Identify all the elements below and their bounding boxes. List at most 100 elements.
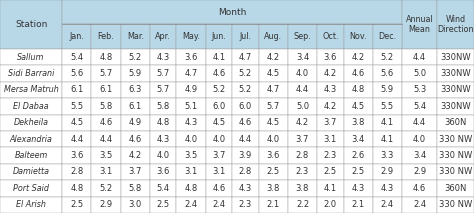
- Bar: [344, 180, 373, 197]
- Bar: [288, 24, 317, 49]
- Bar: [91, 24, 121, 49]
- Bar: [206, 24, 232, 49]
- Bar: [121, 24, 150, 49]
- Bar: [402, 98, 437, 115]
- Bar: [176, 180, 206, 197]
- Text: 4.6: 4.6: [239, 118, 252, 127]
- Text: 3.6: 3.6: [324, 53, 337, 62]
- Text: 2.5: 2.5: [156, 200, 170, 209]
- Text: 3.1: 3.1: [324, 135, 337, 144]
- Text: 5.2: 5.2: [100, 184, 113, 193]
- Bar: [373, 24, 402, 49]
- Bar: [344, 164, 373, 180]
- Bar: [317, 49, 344, 65]
- Text: 4.4: 4.4: [239, 135, 252, 144]
- Text: 4.0: 4.0: [212, 135, 226, 144]
- Bar: [0, 49, 62, 65]
- Text: 5.8: 5.8: [100, 102, 113, 111]
- Text: 4.2: 4.2: [296, 118, 309, 127]
- Bar: [437, 164, 474, 180]
- Text: El Arish: El Arish: [16, 200, 46, 209]
- Text: 2.4: 2.4: [381, 200, 394, 209]
- Bar: [232, 24, 259, 49]
- Text: 3.1: 3.1: [100, 167, 113, 177]
- Bar: [259, 98, 288, 115]
- Bar: [176, 115, 206, 131]
- Text: 4.1: 4.1: [381, 135, 394, 144]
- Bar: [317, 164, 344, 180]
- Bar: [402, 65, 437, 82]
- Bar: [344, 131, 373, 147]
- Text: 4.3: 4.3: [239, 184, 252, 193]
- Text: 6.0: 6.0: [239, 102, 252, 111]
- Text: Port Said: Port Said: [13, 184, 49, 193]
- Text: 5.0: 5.0: [296, 102, 309, 111]
- Text: 2.0: 2.0: [324, 200, 337, 209]
- Bar: [206, 147, 232, 164]
- Bar: [121, 197, 150, 213]
- Text: 5.4: 5.4: [156, 184, 170, 193]
- Bar: [437, 147, 474, 164]
- Text: 2.5: 2.5: [267, 167, 280, 177]
- Bar: [176, 82, 206, 98]
- Text: Sidi Barrani: Sidi Barrani: [8, 69, 55, 78]
- Text: 4.3: 4.3: [184, 118, 198, 127]
- Bar: [176, 147, 206, 164]
- Bar: [437, 65, 474, 82]
- Bar: [62, 115, 91, 131]
- Bar: [437, 98, 474, 115]
- Bar: [288, 115, 317, 131]
- Text: 2.1: 2.1: [267, 200, 280, 209]
- Bar: [402, 164, 437, 180]
- Bar: [344, 49, 373, 65]
- Bar: [344, 65, 373, 82]
- Text: Sallum: Sallum: [18, 53, 45, 62]
- Text: Alexandria: Alexandria: [9, 135, 53, 144]
- Bar: [259, 180, 288, 197]
- Bar: [402, 131, 437, 147]
- Text: 4.5: 4.5: [267, 118, 280, 127]
- Bar: [402, 197, 437, 213]
- Text: Mersa Matruh: Mersa Matruh: [4, 85, 59, 95]
- Bar: [121, 98, 150, 115]
- Bar: [344, 24, 373, 49]
- Bar: [344, 82, 373, 98]
- Text: 3.8: 3.8: [266, 184, 280, 193]
- Bar: [373, 131, 402, 147]
- Text: Jul.: Jul.: [239, 32, 251, 41]
- Text: May.: May.: [182, 32, 200, 41]
- Text: 2.4: 2.4: [413, 200, 426, 209]
- Text: 330 NW: 330 NW: [439, 151, 472, 160]
- Bar: [232, 65, 259, 82]
- Bar: [373, 164, 402, 180]
- Text: 4.0: 4.0: [184, 135, 198, 144]
- Bar: [91, 180, 121, 197]
- Text: 6.1: 6.1: [70, 85, 83, 95]
- Bar: [317, 82, 344, 98]
- Text: 4.1: 4.1: [324, 184, 337, 193]
- Text: 4.7: 4.7: [184, 69, 198, 78]
- Text: 4.2: 4.2: [267, 53, 280, 62]
- Text: 4.8: 4.8: [100, 53, 113, 62]
- Text: 5.4: 5.4: [413, 102, 426, 111]
- Text: 6.1: 6.1: [100, 85, 113, 95]
- Text: 5.2: 5.2: [239, 85, 252, 95]
- Text: Annual
Mean: Annual Mean: [406, 15, 434, 34]
- Bar: [176, 98, 206, 115]
- Bar: [344, 115, 373, 131]
- Text: 5.6: 5.6: [381, 69, 394, 78]
- Bar: [121, 164, 150, 180]
- Bar: [317, 131, 344, 147]
- Bar: [232, 180, 259, 197]
- Bar: [62, 180, 91, 197]
- Text: Month: Month: [218, 8, 246, 17]
- Text: 4.1: 4.1: [212, 53, 226, 62]
- Text: 5.3: 5.3: [413, 85, 426, 95]
- Bar: [206, 82, 232, 98]
- Bar: [206, 164, 232, 180]
- Bar: [150, 82, 176, 98]
- Text: 4.5: 4.5: [212, 118, 226, 127]
- Bar: [62, 164, 91, 180]
- Bar: [62, 131, 91, 147]
- Bar: [150, 115, 176, 131]
